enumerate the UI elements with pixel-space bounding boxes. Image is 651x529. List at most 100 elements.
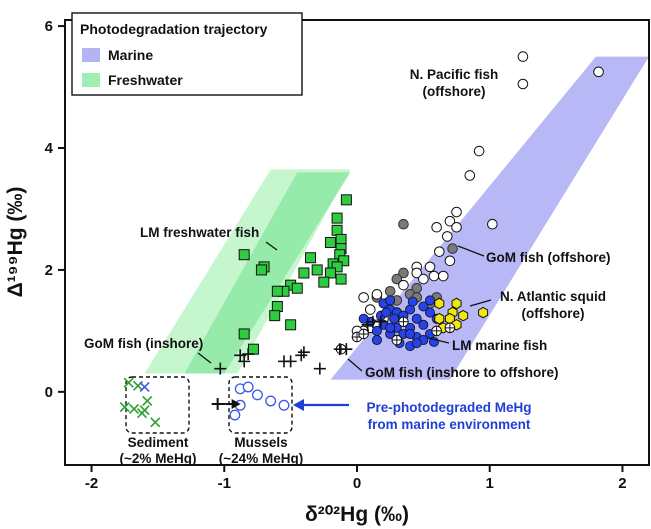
y-axis-title: Δ¹⁹⁹Hg (‰)	[4, 187, 27, 298]
x-tick-label: -1	[218, 475, 231, 492]
point-circle-plus-cross	[392, 335, 402, 345]
point-square	[271, 285, 283, 297]
label-gom-offshore: GoM fish (offshore)	[486, 250, 611, 265]
legend-box	[71, 12, 303, 96]
point-circle-open	[487, 218, 498, 230]
point-circle-filled	[418, 301, 429, 312]
y-tick-label: 2	[45, 262, 53, 279]
point-hexagon	[451, 297, 462, 310]
point-circle-filled	[389, 313, 400, 324]
point-x	[139, 381, 150, 393]
leader-gom-inshore-offshore	[347, 358, 363, 372]
point-circle-filled	[411, 338, 422, 349]
point-circle-open	[424, 261, 436, 273]
point-circle-open	[593, 66, 604, 78]
label-lm-freshwater-fish: LM freshwater fish	[140, 225, 259, 240]
y-tick-label: 4	[45, 140, 54, 157]
point-circle-open	[444, 215, 456, 227]
label-gom-inshore: GoM fish (inshore)	[84, 336, 203, 351]
point-circle-open	[364, 304, 376, 315]
point-circle-open	[418, 273, 429, 285]
point-hexagon	[434, 297, 445, 310]
prephoto-arrow-head	[293, 399, 304, 411]
label-mussels-mehg: (~24% MeHg)	[219, 451, 303, 466]
x-tick-label: 0	[353, 475, 361, 492]
point-circle-open	[437, 270, 449, 282]
point-circle-open	[433, 246, 445, 257]
data-points	[119, 51, 604, 428]
point-circle-blue-open	[242, 381, 254, 393]
point-circle-open	[411, 267, 423, 279]
label-natl-offshore: (offshore)	[522, 306, 585, 321]
point-square	[269, 310, 281, 322]
point-circle-blue-open	[265, 395, 277, 407]
point-circle-plus-cross	[398, 316, 409, 327]
point-square	[335, 273, 347, 285]
label-prephotodegraded: Pre-photodegraded MeHg	[366, 400, 531, 415]
label-natl-squid: N. Atlantic squid	[500, 289, 606, 304]
point-circle-plus-cross	[445, 323, 455, 333]
point-hexagon	[458, 309, 469, 322]
arrows	[211, 398, 349, 411]
label-marine-environment: from marine environment	[368, 417, 531, 432]
point-plus	[340, 343, 353, 356]
point-circle-plus-cross	[431, 326, 442, 336]
point-plus	[295, 349, 308, 362]
point-square	[324, 237, 336, 248]
point-plus	[278, 355, 290, 368]
point-circle-filled	[358, 313, 369, 324]
point-square	[338, 255, 350, 267]
point-circle-filled	[424, 307, 435, 318]
legend-label-marine: Marine	[108, 47, 153, 63]
point-square	[335, 233, 347, 245]
label-sediment-mehg: (~2% MeHg)	[120, 451, 197, 466]
leader-natl-squid	[469, 299, 492, 307]
point-circle-plus-cross	[358, 329, 369, 339]
point-circle-open	[464, 170, 476, 181]
mehg-plus-marker	[211, 398, 226, 411]
point-square	[238, 249, 250, 261]
point-x	[139, 405, 150, 416]
point-plus	[238, 355, 251, 368]
point-x	[142, 395, 153, 407]
point-circle-open	[431, 221, 442, 233]
point-circle-filled	[418, 319, 429, 330]
point-square	[285, 319, 297, 331]
point-hexagon	[478, 306, 489, 319]
point-circle-gray	[398, 267, 409, 279]
point-square	[305, 252, 317, 264]
point-circle-filled	[371, 335, 382, 346]
point-circle-gray	[398, 218, 409, 230]
point-circle-open	[444, 255, 456, 267]
point-square	[331, 224, 343, 236]
point-circle-filled	[385, 295, 396, 306]
point-circle-filled	[405, 328, 416, 339]
mehg-arrow-head	[231, 399, 241, 410]
freshwater-band-inner	[184, 172, 351, 374]
point-plus	[361, 318, 374, 331]
y-tick-label: 0	[45, 384, 53, 401]
point-square	[311, 264, 323, 276]
point-circle-open	[398, 279, 409, 291]
point-square	[238, 328, 250, 340]
label-npac-offshore: (offshore)	[423, 84, 486, 99]
point-square	[298, 267, 310, 279]
leader-gom-offshore	[457, 245, 485, 257]
point-circle-filled	[385, 322, 396, 333]
point-square	[331, 261, 343, 273]
y-tick-label: 6	[45, 18, 53, 35]
x-tick-label: 2	[618, 475, 626, 492]
axis-ticks: -2 -1 0 1 2 0 2 4 6	[45, 18, 627, 492]
leader-lm-marine	[427, 337, 450, 344]
point-plus	[297, 346, 310, 359]
point-square	[331, 212, 343, 224]
point-square	[255, 264, 267, 276]
point-circle-open	[517, 78, 529, 90]
point-square	[318, 276, 330, 288]
point-circle-open	[451, 221, 462, 233]
point-circle-gray	[384, 285, 396, 297]
point-hexagon	[434, 312, 445, 325]
point-x	[119, 402, 130, 413]
legend-swatch-freshwater	[82, 73, 100, 87]
point-circle-blue-open	[278, 399, 290, 411]
